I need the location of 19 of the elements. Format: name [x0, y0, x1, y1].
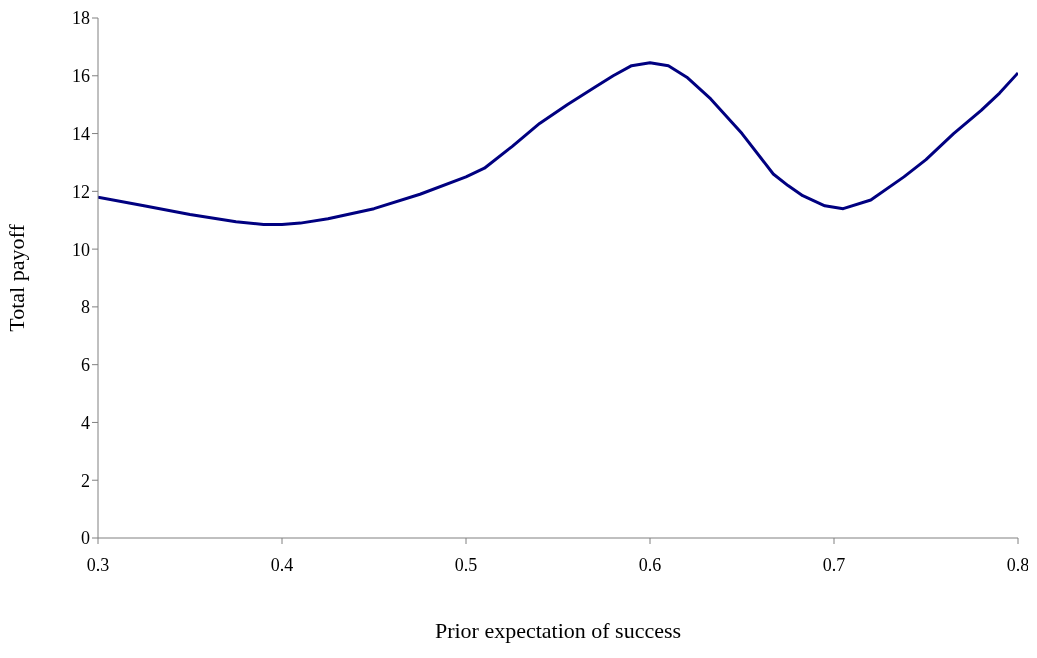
x-axis-title: Prior expectation of success [434, 618, 682, 643]
y-axis-title: Total payoff [3, 223, 29, 332]
y-tick-label: 4 [81, 412, 90, 433]
y-tick-label: 6 [81, 355, 90, 376]
x-tick-label: 0.3 [86, 554, 110, 575]
x-tick-label: 0.6 [638, 554, 662, 575]
y-tick-label: 0 [81, 528, 90, 549]
x-tick-label: 0.4 [270, 554, 294, 575]
y-tick-label: 2 [81, 470, 90, 491]
y-tick-label: 14 [72, 123, 90, 144]
y-tick-label: 16 [72, 66, 90, 87]
x-tick-label: 0.8 [1006, 554, 1030, 575]
y-tick-label: 8 [81, 297, 90, 318]
line-series [98, 61, 1018, 227]
x-tick-label: 0.5 [454, 554, 478, 575]
y-tick-label: 18 [72, 8, 90, 29]
x-tick-label: 0.7 [822, 554, 846, 575]
y-tick-label: 10 [72, 239, 90, 260]
y-tick-label: 12 [72, 181, 90, 202]
